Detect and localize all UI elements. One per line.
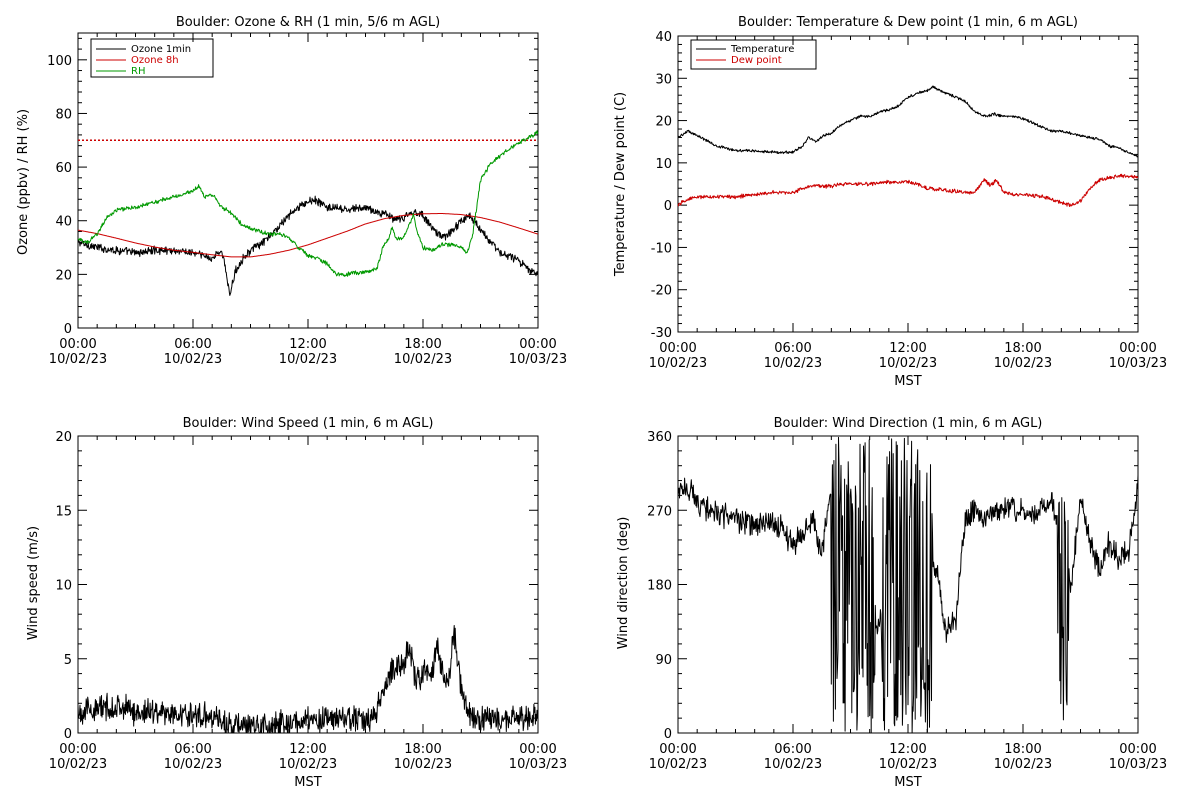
- wind-speed-title: Boulder: Wind Speed (1 min, 6 m AGL): [183, 416, 434, 431]
- x-tick-label: 12:00: [889, 742, 926, 757]
- y-tick-label: -10: [651, 241, 672, 256]
- y-tick-label: 0: [664, 199, 672, 214]
- wind-direction-panel: Boulder: Wind Direction (1 min, 6 m AGL)…: [616, 416, 1167, 790]
- y-tick-label: 40: [55, 215, 72, 230]
- y-tick-label: -30: [651, 326, 672, 341]
- temp-dewpoint-title: Boulder: Temperature & Dew point (1 min,…: [738, 15, 1078, 30]
- x-tick-date-label: 10/02/23: [279, 757, 337, 772]
- ozone-series-1-line: [77, 213, 539, 258]
- y-tick-label: 60: [55, 161, 72, 176]
- y-tick-label: 20: [655, 115, 672, 130]
- x-tick-label: 18:00: [404, 742, 441, 757]
- legend-label: RH: [131, 66, 145, 77]
- x-tick-date-label: 10/02/23: [164, 352, 222, 367]
- x-tick-date-label: 10/02/23: [994, 757, 1052, 772]
- x-tick-date-label: 10/02/23: [279, 352, 337, 367]
- x-tick-date-label: 10/03/23: [509, 352, 567, 367]
- x-tick-label: 00:00: [59, 337, 96, 352]
- ozone-rh-title: Boulder: Ozone & RH (1 min, 5/6 m AGL): [176, 15, 440, 30]
- y-tick-label: 270: [647, 504, 672, 519]
- y-tick-label: 100: [47, 54, 72, 69]
- temp-series-1-line: [677, 173, 1139, 207]
- x-tick-date-label: 10/02/23: [649, 757, 707, 772]
- ozone-rh-ylabel: Ozone (ppbv) / RH (%): [16, 109, 31, 255]
- x-tick-label: 00:00: [659, 742, 696, 757]
- wind-speed-ylabel: Wind speed (m/s): [26, 526, 41, 640]
- ozone-rh-panel: Boulder: Ozone & RH (1 min, 5/6 m AGL) O…: [16, 15, 567, 367]
- x-tick-label: 00:00: [1119, 341, 1156, 356]
- wind-direction-ylabel: Wind direction (deg): [616, 517, 631, 650]
- y-tick-label: 15: [55, 504, 72, 519]
- legend-box: [690, 39, 817, 70]
- y-tick-label: 30: [655, 72, 672, 87]
- y-tick-label: 5: [64, 653, 72, 668]
- y-tick-label: 0: [664, 727, 672, 742]
- y-tick-label: 20: [55, 268, 72, 283]
- x-tick-label: 12:00: [289, 337, 326, 352]
- x-tick-label: 18:00: [1004, 341, 1041, 356]
- x-tick-label: 12:00: [289, 742, 326, 757]
- x-tick-label: 06:00: [774, 742, 811, 757]
- temp-series-0-line: [677, 85, 1139, 158]
- y-tick-label: 0: [64, 322, 72, 337]
- legend-label: Ozone 1min: [131, 44, 191, 55]
- temp-dewpoint-xlabel: MST: [894, 374, 921, 389]
- x-tick-label: 06:00: [774, 341, 811, 356]
- x-tick-date-label: 10/02/23: [879, 356, 937, 371]
- y-tick-label: 20: [55, 430, 72, 445]
- x-tick-date-label: 10/02/23: [164, 757, 222, 772]
- x-tick-date-label: 10/02/23: [649, 356, 707, 371]
- plot-frame: [77, 435, 539, 734]
- temp-dewpoint-legend: Temperature Dew point: [690, 39, 817, 70]
- x-tick-label: 00:00: [519, 742, 556, 757]
- wdir-series-0-line: [677, 436, 1139, 734]
- x-tick-label: 06:00: [174, 742, 211, 757]
- x-tick-date-label: 10/03/23: [1109, 356, 1167, 371]
- y-tick-label: 10: [55, 579, 72, 594]
- legend-label: Ozone 8h: [131, 55, 179, 66]
- y-tick-label: 10: [655, 157, 672, 172]
- wind-speed-xlabel: MST: [294, 775, 321, 790]
- x-tick-date-label: 10/02/23: [394, 757, 452, 772]
- x-tick-label: 00:00: [519, 337, 556, 352]
- x-tick-label: 00:00: [59, 742, 96, 757]
- y-tick-label: 40: [655, 30, 672, 45]
- x-tick-date-label: 10/03/23: [1109, 757, 1167, 772]
- temp-dewpoint-ylabel: Temperature / Dew point (C): [613, 92, 628, 277]
- wind-direction-title: Boulder: Wind Direction (1 min, 6 m AGL): [774, 416, 1043, 431]
- x-tick-date-label: 10/02/23: [764, 757, 822, 772]
- y-tick-label: 80: [55, 107, 72, 122]
- wspd-series-0-line: [77, 625, 539, 734]
- x-tick-date-label: 10/02/23: [994, 356, 1052, 371]
- ozone-series-2-line: [77, 130, 539, 277]
- x-tick-label: 00:00: [659, 341, 696, 356]
- x-tick-label: 18:00: [1004, 742, 1041, 757]
- x-tick-date-label: 10/02/23: [49, 352, 107, 367]
- x-tick-date-label: 10/02/23: [49, 757, 107, 772]
- y-tick-label: 90: [655, 653, 672, 668]
- ozone-series-0-line: [77, 195, 539, 296]
- temp-dewpoint-panel: Boulder: Temperature & Dew point (1 min,…: [613, 15, 1167, 389]
- x-tick-label: 00:00: [1119, 742, 1156, 757]
- ozone-rh-legend: Ozone 1min Ozone 8h RH: [90, 38, 214, 78]
- y-tick-label: -20: [651, 284, 672, 299]
- x-tick-label: 18:00: [404, 337, 441, 352]
- wind-speed-panel: Boulder: Wind Speed (1 min, 6 m AGL) Win…: [26, 416, 567, 790]
- legend-label: Dew point: [731, 55, 782, 66]
- x-tick-date-label: 10/03/23: [509, 757, 567, 772]
- legend-label: Temperature: [730, 44, 794, 55]
- plot-frame: [677, 35, 1139, 333]
- x-tick-date-label: 10/02/23: [879, 757, 937, 772]
- y-tick-label: 360: [647, 430, 672, 445]
- x-tick-date-label: 10/02/23: [394, 352, 452, 367]
- x-tick-label: 06:00: [174, 337, 211, 352]
- wind-direction-xlabel: MST: [894, 775, 921, 790]
- y-tick-label: 180: [647, 579, 672, 594]
- x-tick-label: 12:00: [889, 341, 926, 356]
- x-tick-date-label: 10/02/23: [764, 356, 822, 371]
- y-tick-label: 0: [64, 727, 72, 742]
